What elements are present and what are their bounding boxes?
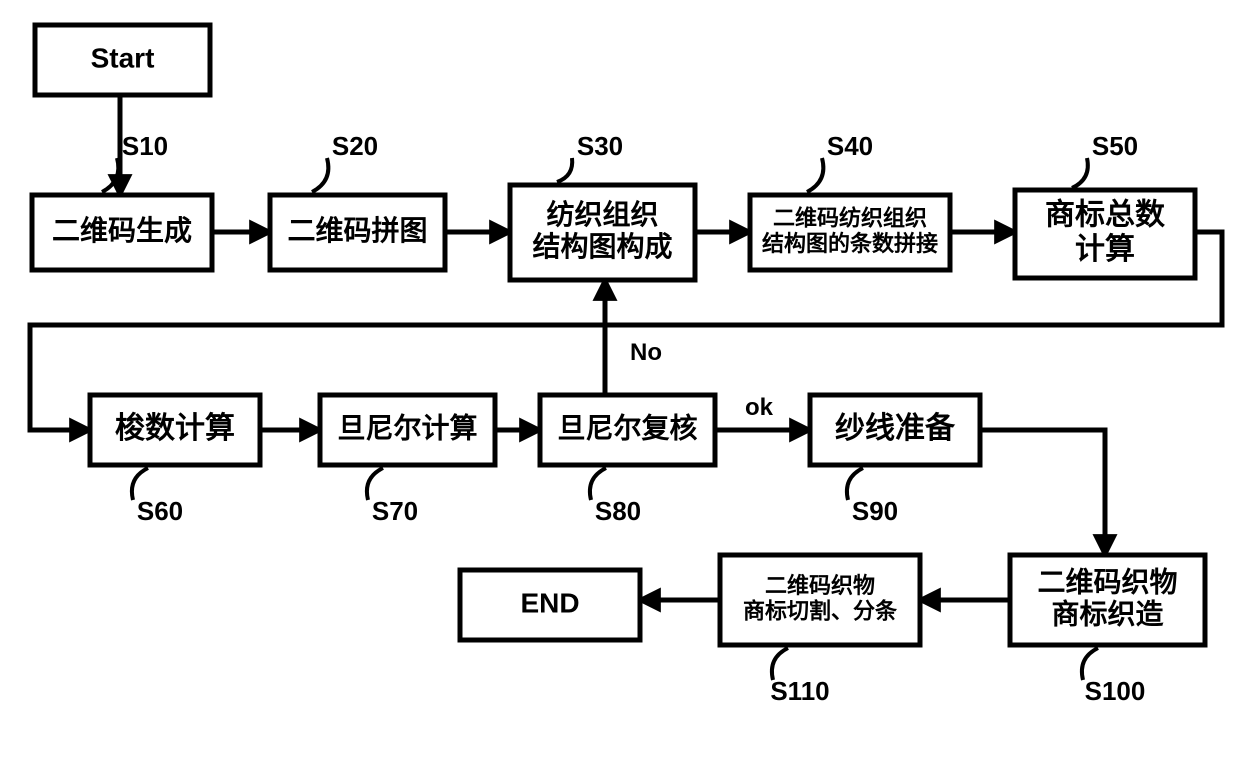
step-label-s30: S30 [577,131,623,161]
node-s80: 旦尼尔复核 [540,395,715,465]
flowchart-canvas: NookStart二维码生成二维码拼图纺织组织结构图构成二维码纺织组织结构图的条… [0,0,1240,759]
edge-s90-s100 [980,430,1105,555]
node-end: END [460,570,640,640]
node-s110-text-1: 商标切割、分条 [743,598,898,623]
step-label-s110: S110 [770,676,829,706]
node-s110-text-0: 二维码织物 [765,573,875,598]
node-s70: 旦尼尔计算 [320,395,495,465]
step-label-s20: S20 [332,131,378,161]
edge-label-s80-s30: No [630,339,662,366]
node-start: Start [35,25,210,95]
node-s20: 二维码拼图 [270,195,445,270]
node-s50-text-1: 计算 [1075,232,1135,266]
step-label-s70: S70 [372,496,418,526]
node-start-text-0: Start [91,42,155,73]
node-s30-text-0: 纺织组织 [546,199,658,230]
edge-label-s80-s90: ok [745,394,774,421]
node-s70-text-0: 旦尼尔计算 [337,411,477,443]
node-s40-text-0: 二维码纺织组织 [773,206,927,231]
node-s40-text-1: 结构图的条数拼接 [762,231,938,256]
step-connector-s40 [807,158,823,192]
node-s80-text-0: 旦尼尔复核 [557,412,697,443]
node-s100-text-0: 二维码织物 [1037,566,1177,597]
step-label-s90: S90 [852,496,898,526]
node-s100-text-1: 商标织造 [1051,598,1163,629]
step-label-s100: S100 [1085,676,1146,706]
node-s110: 二维码织物商标切割、分条 [720,555,920,645]
node-s100: 二维码织物商标织造 [1010,555,1205,645]
step-connector-s10 [102,158,118,192]
step-connector-s30 [557,158,572,182]
step-label-s10: S10 [122,131,168,161]
step-connector-s50 [1072,158,1088,188]
node-s60: 梭数计算 [90,395,260,465]
step-label-s60: S60 [137,496,183,526]
node-s20-text-0: 二维码拼图 [287,215,427,246]
node-end-text-0: END [520,587,579,618]
step-label-s40: S40 [827,131,873,161]
node-s10-text-0: 二维码生成 [52,215,192,246]
node-s90-text-0: 纱线准备 [835,411,956,445]
node-s90: 纱线准备 [810,395,980,465]
node-s30: 纺织组织结构图构成 [510,185,695,280]
step-connector-s20 [312,158,328,192]
step-label-s50: S50 [1092,131,1138,161]
node-s40: 二维码纺织组织结构图的条数拼接 [750,195,950,270]
node-s30-text-1: 结构图构成 [532,231,672,262]
nodes-layer: Start二维码生成二维码拼图纺织组织结构图构成二维码纺织组织结构图的条数拼接商… [32,25,1205,645]
step-label-s80: S80 [595,496,641,526]
node-s60-text-0: 梭数计算 [115,411,235,445]
node-s50-text-0: 商标总数 [1045,199,1166,232]
node-s50: 商标总数计算 [1015,190,1195,278]
node-s10: 二维码生成 [32,195,212,270]
